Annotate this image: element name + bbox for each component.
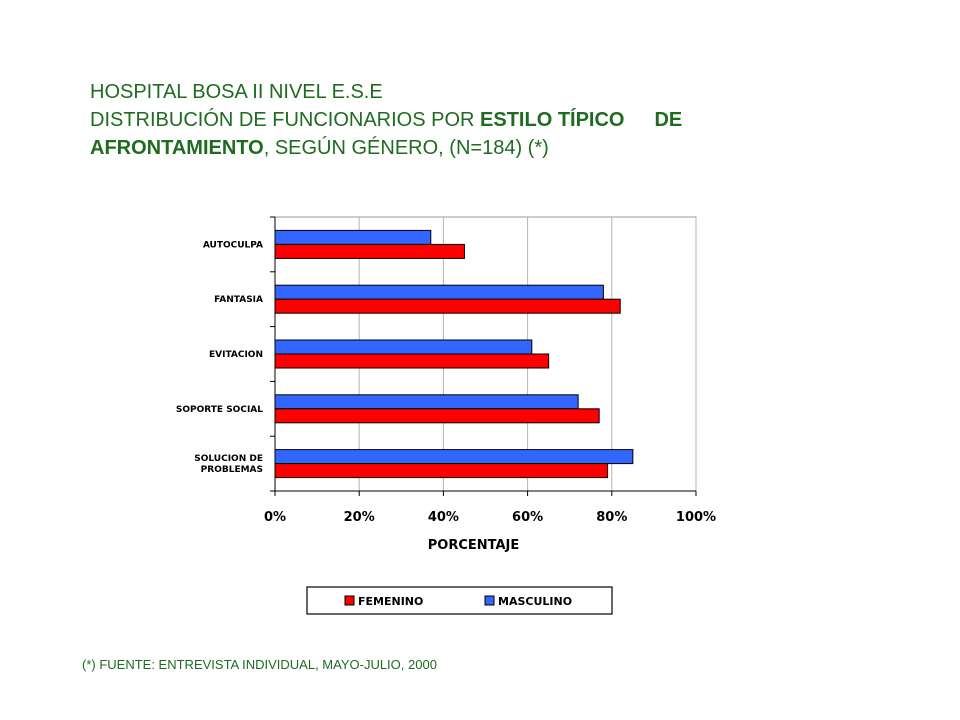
category-label: PROBLEMAS bbox=[201, 465, 263, 475]
category-label: FANTASIA bbox=[214, 295, 263, 305]
bar-femenino bbox=[274, 463, 609, 479]
x-tick-label: 0% bbox=[264, 510, 286, 525]
x-tick-label: 100% bbox=[676, 510, 716, 525]
x-tick-label: 20% bbox=[344, 510, 375, 525]
bar-masculino bbox=[274, 449, 634, 465]
legend-swatch-femenino bbox=[344, 595, 355, 606]
bar-masculino bbox=[274, 339, 533, 355]
title-line-1: HOSPITAL BOSA II NIVEL E.S.E bbox=[90, 81, 383, 103]
title-line-3-suffix: , SEGÚN GÉNERO, (N=184) (*) bbox=[263, 137, 549, 159]
bar-masculino bbox=[274, 229, 432, 245]
legend-label-femenino: FEMENINO bbox=[358, 595, 423, 608]
legend-swatch-masculino bbox=[484, 595, 495, 606]
category-label: SOLUCION DE bbox=[194, 454, 263, 464]
bar-femenino bbox=[274, 243, 465, 259]
title-line-3-bold: AFRONTAMIENTO bbox=[90, 137, 264, 159]
title-line-2: DISTRIBUCIÓN DE FUNCIONARIOS POR ESTILO … bbox=[90, 106, 930, 134]
x-axis-title: PORCENTAJE bbox=[428, 538, 520, 553]
title-line-2-prefix: DISTRIBUCIÓN DE FUNCIONARIOS POR bbox=[90, 109, 481, 131]
legend-box bbox=[306, 586, 613, 615]
x-tick-label: 60% bbox=[512, 510, 543, 525]
x-tick-label: 40% bbox=[428, 510, 459, 525]
bar-masculino bbox=[274, 284, 604, 300]
title-line-2-bold-suffix: DE bbox=[654, 109, 683, 131]
x-tick-label: 80% bbox=[596, 510, 627, 525]
bar-femenino bbox=[274, 408, 600, 424]
bar-femenino bbox=[274, 353, 550, 369]
bar-femenino bbox=[274, 298, 621, 314]
title-line-3: AFRONTAMIENTO, SEGÚN GÉNERO, (N=184) (*) bbox=[90, 134, 930, 162]
title-line-2-bold: ESTILO TÍPICO bbox=[480, 109, 625, 131]
source-footnote: (*) FUENTE: ENTREVISTA INDIVIDUAL, MAYO-… bbox=[82, 657, 437, 672]
category-label: EVITACION bbox=[209, 350, 263, 360]
bar-masculino bbox=[274, 394, 579, 410]
category-label: AUTOCULPA bbox=[203, 240, 263, 250]
category-label: SOPORTE SOCIAL bbox=[176, 405, 263, 415]
chart-title-block: HOSPITAL BOSA II NIVEL E.S.E DISTRIBUCIÓ… bbox=[90, 78, 930, 162]
legend-label-masculino: MASCULINO bbox=[498, 595, 572, 608]
